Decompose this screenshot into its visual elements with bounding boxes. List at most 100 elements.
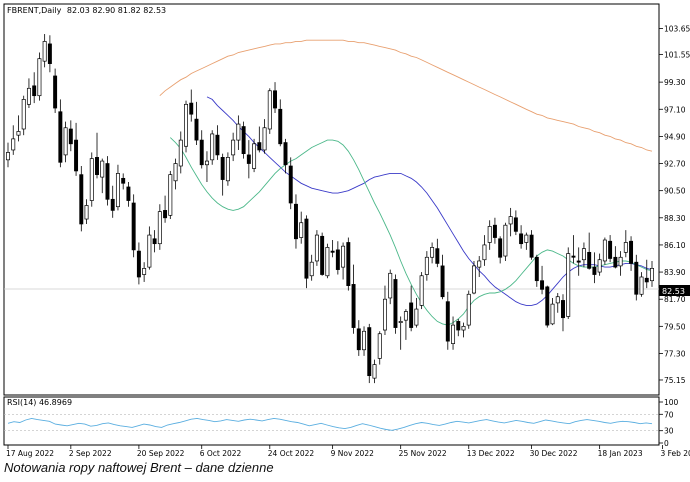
candle (435, 238, 440, 268)
candle (487, 220, 492, 250)
candle-body-bear (498, 238, 503, 258)
candle-body-bear (278, 108, 283, 145)
candle-body-bear (126, 186, 131, 201)
candle (121, 173, 126, 190)
price-tick-label: 92.70 (664, 160, 686, 169)
candle-body-bull (225, 157, 230, 182)
candle (184, 100, 188, 153)
candle-body-bull (115, 173, 120, 208)
candle (58, 99, 63, 168)
candle-body-bear (95, 157, 99, 175)
candle (47, 35, 52, 73)
candle-body-bear (293, 203, 298, 240)
candle (341, 242, 346, 280)
candle-body-bear (320, 235, 325, 275)
candle (555, 293, 560, 313)
candle (173, 158, 178, 190)
candle (236, 115, 241, 150)
time-tick-label: 6 Oct 2022 (200, 449, 242, 458)
candle (100, 158, 105, 194)
candle (194, 101, 199, 146)
price-axis: 103.65 101.55 99.30 97.10 94.90 92.70 90.50 88.… (659, 24, 690, 385)
candle (534, 254, 539, 287)
candle (26, 78, 31, 109)
time-tick-label: 18 Jan 2023 (598, 449, 643, 458)
candle-body-bear (440, 265, 445, 298)
candle (293, 194, 298, 249)
price-tick-label: 83.90 (664, 268, 686, 277)
price-tick-label: 94.90 (664, 132, 686, 141)
candle-body-bear (110, 198, 115, 211)
rsi-tick-label: 100 (664, 398, 679, 407)
candle (356, 320, 361, 356)
candle (126, 182, 131, 207)
candle-body-bear (215, 134, 220, 156)
candle (456, 318, 461, 337)
candle (335, 241, 340, 275)
time-tick-label: 17 Aug 2022 (6, 449, 54, 458)
candle (623, 230, 628, 258)
candle-body-bull (451, 324, 456, 344)
last-price-tag (659, 285, 690, 296)
candle (346, 237, 351, 291)
price-tick-label: 90.50 (664, 187, 686, 196)
candle-body-bear (32, 85, 37, 97)
candle-body-bear (519, 233, 524, 245)
candle (597, 253, 602, 276)
candle (131, 194, 136, 258)
candle (492, 217, 497, 244)
candle (461, 322, 466, 338)
candle-body-bull (566, 253, 571, 317)
time-tick-label: 13 Dec 2022 (467, 449, 515, 458)
candle (618, 251, 623, 276)
candle-body-bull (63, 127, 68, 156)
candle-body-bull (184, 103, 188, 147)
candle (115, 164, 120, 211)
candle-body-bull (398, 321, 403, 323)
candle-body-bear (356, 328, 361, 351)
candle (529, 230, 534, 260)
time-tick-label: 24 Oct 2022 (268, 449, 315, 458)
candle (445, 291, 450, 350)
candle (42, 34, 47, 68)
candle-body-bull (42, 41, 47, 62)
candle-body-bull (602, 239, 607, 262)
candle-body-bear (220, 157, 225, 180)
rsi-tick-label: 0 (664, 439, 669, 448)
candle-body-bull (650, 268, 654, 282)
rsi-plot (4, 413, 659, 432)
price-tick-label: 88.30 (664, 214, 686, 223)
candle-body-bull (618, 256, 623, 267)
candle-body-bull (362, 330, 367, 351)
candle (220, 153, 225, 196)
candle-body-bear (346, 242, 351, 286)
candle (629, 236, 634, 271)
candle (524, 232, 529, 250)
candle-body-bull (419, 275, 424, 306)
candle (550, 297, 555, 326)
time-tick-label: 25 Nov 2022 (399, 449, 447, 458)
candle (372, 359, 377, 384)
time-tick-label: 2 Sep 2022 (69, 449, 112, 458)
candle (362, 326, 367, 356)
candle-body-bear (241, 126, 246, 155)
candle-body-bear (592, 266, 597, 275)
candle-body-bull (142, 268, 147, 275)
candle-body-bear (131, 202, 136, 251)
candle-body-bear (571, 255, 576, 258)
candle (440, 254, 445, 300)
candle-body-bear (288, 165, 293, 204)
candle (330, 240, 335, 258)
candle (409, 285, 414, 332)
candle-body-bear (189, 102, 194, 115)
candle-body-bear (273, 90, 277, 109)
candle-body-bear (608, 240, 613, 259)
candle-body-bear (283, 142, 288, 166)
candle-body-bull (414, 308, 419, 326)
candle-body-bull (173, 163, 178, 182)
candle-body-bear (613, 256, 618, 268)
candle-body-bull (581, 248, 586, 261)
candle (147, 226, 152, 270)
candle-body-bull (461, 325, 466, 331)
candle (314, 230, 319, 266)
